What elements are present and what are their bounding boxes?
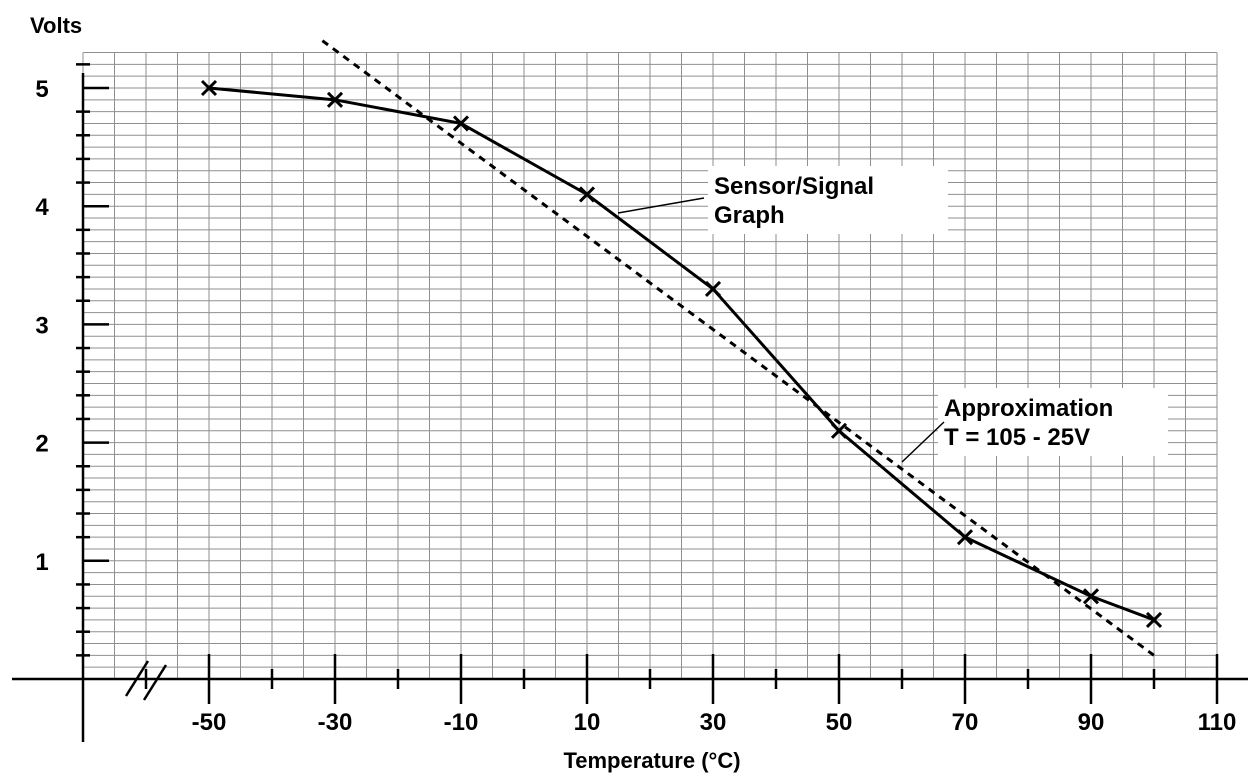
y-tick-label: 3	[35, 312, 48, 339]
data-point-marker	[830, 422, 848, 439]
annotation-background	[938, 388, 1168, 456]
x-tick-label: -50	[192, 709, 227, 736]
y-tick-label: 4	[35, 194, 49, 221]
x-tick-label: 50	[826, 709, 853, 736]
annotation-text: T = 105 - 25V	[944, 424, 1090, 451]
grid	[82, 52, 1218, 679]
tick-labels: 1 2 3 4 5 -50 -30 -10 10 30 50 70 90 110	[35, 76, 1236, 736]
x-tick-label: 30	[700, 709, 727, 736]
data-point-marker	[326, 91, 344, 108]
data-point-marker	[956, 529, 974, 546]
annotation-leader	[617, 197, 705, 214]
series	[200, 39, 1163, 657]
axis-break-mark	[124, 660, 150, 697]
x-tick-label: -30	[318, 709, 353, 736]
data-point-marker	[704, 280, 722, 298]
approximation-line	[321, 39, 1155, 657]
x-tick-label: 90	[1078, 709, 1105, 736]
annotation-background	[708, 166, 948, 234]
y-tick-label: 2	[35, 431, 48, 458]
x-tick-label: 110	[1198, 709, 1237, 736]
x-tick-label: 10	[574, 709, 601, 736]
annotation-text: Approximation	[944, 395, 1113, 422]
y-tick-label: 1	[35, 549, 48, 576]
data-point-marker	[578, 186, 596, 203]
axis-break-mark	[142, 664, 168, 701]
x-axis-label: Temperature (°C)	[563, 748, 740, 773]
annotation-text: Graph	[714, 202, 785, 229]
annotation-text: Sensor/Signal	[714, 173, 874, 200]
y-tick-label: 5	[35, 76, 48, 103]
data-point-marker	[200, 79, 218, 97]
x-tick-label: 70	[952, 709, 979, 736]
data-point-marker	[1145, 611, 1163, 628]
axes	[12, 63, 1248, 742]
data-point-marker	[1082, 588, 1100, 605]
data-point-marker	[452, 115, 470, 132]
x-tick-label: -10	[444, 709, 479, 736]
y-axis-label: Volts	[30, 13, 82, 38]
annotation-leader	[901, 421, 945, 463]
